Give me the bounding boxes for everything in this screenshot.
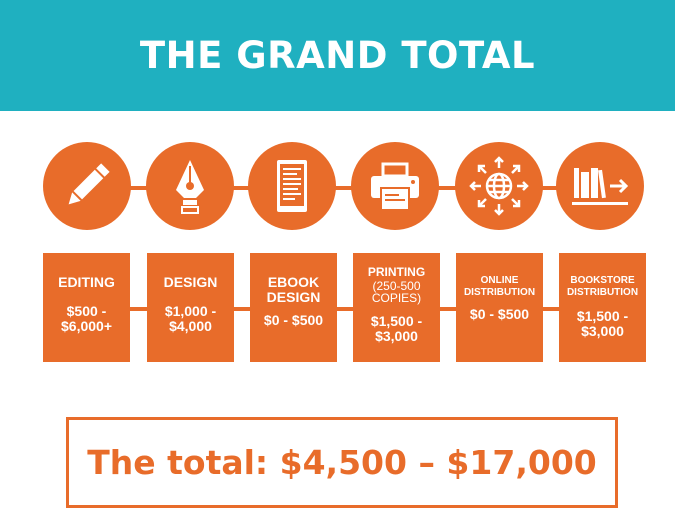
- printing-box: PRINTING (250-500 COPIES) $1,500 - $3,00…: [353, 253, 440, 362]
- online-distribution-box: ONLINE DISTRIBUTION $0 - $500: [456, 253, 543, 362]
- step-price: $0 - $500: [263, 312, 324, 328]
- step-price: $1,000 - $4,000: [164, 303, 217, 334]
- ebook-circle: [248, 142, 336, 230]
- step-price: $1,500 - $3,000: [370, 313, 423, 344]
- step-title: EDITING: [58, 274, 115, 290]
- pen-nib-icon: [176, 160, 204, 214]
- box-connector-line: [87, 307, 600, 311]
- online-circle: [455, 142, 543, 230]
- step-price: $1,500 - $3,000: [576, 308, 629, 339]
- header-banner: THE GRAND TOTAL: [0, 0, 675, 111]
- ebook-design-box: EBOOK DESIGN $0 - $500: [250, 253, 337, 362]
- design-circle: [146, 142, 234, 230]
- editing-circle: [43, 142, 131, 230]
- step-subtitle: (250-500 COPIES): [371, 279, 422, 305]
- pencil-icon: [68, 163, 110, 205]
- step-title: PRINTING: [367, 265, 426, 279]
- icon-connector-line: [87, 186, 600, 190]
- step-price: $500 - $6,000+: [61, 303, 112, 334]
- step-title: DESIGN: [163, 274, 218, 290]
- step-title: BOOKSTORE DISTRIBUTION: [566, 275, 639, 298]
- globe-arrows-icon: [469, 156, 529, 216]
- page-title: THE GRAND TOTAL: [139, 34, 536, 77]
- total-text: The total: $4,500 – $17,000: [87, 443, 597, 482]
- step-title: ONLINE DISTRIBUTION: [463, 275, 536, 298]
- editing-box: EDITING $500 - $6,000+: [43, 253, 130, 362]
- ebook-reader-icon: [277, 160, 307, 212]
- design-box: DESIGN $1,000 - $4,000: [147, 253, 234, 362]
- step-title: EBOOK DESIGN: [266, 274, 321, 305]
- printer-icon: [371, 162, 419, 211]
- bookstore-distribution-box: BOOKSTORE DISTRIBUTION $1,500 - $3,000: [559, 253, 646, 362]
- books-shelf-icon: [572, 168, 629, 205]
- total-box: The total: $4,500 – $17,000: [66, 417, 618, 508]
- step-price: $0 - $500: [469, 306, 530, 322]
- printing-circle: [351, 142, 439, 230]
- bookstore-circle: [556, 142, 644, 230]
